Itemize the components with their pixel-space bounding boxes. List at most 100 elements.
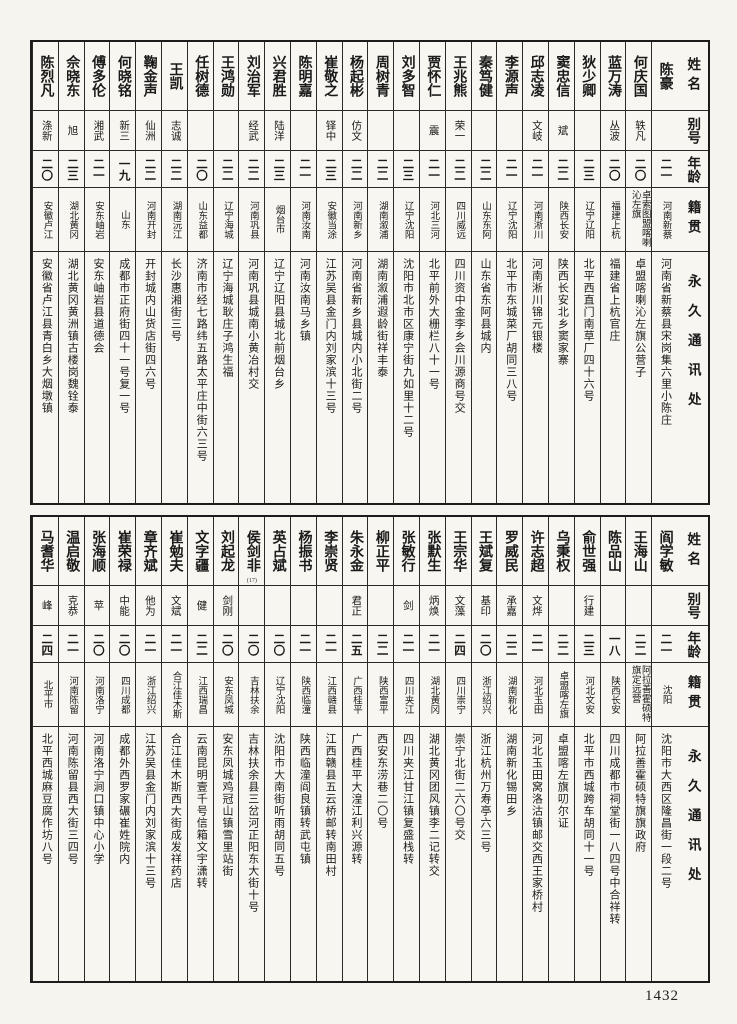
person-alias-text: 文斌 <box>169 595 181 616</box>
person-age: 一九 <box>110 150 136 187</box>
person-native-place: 安东岫岩 <box>84 187 110 251</box>
person-age-text: 二一 <box>427 157 440 181</box>
person-age: 二二 <box>445 150 471 187</box>
person-native-place-text: 卓盟喀左旗 <box>557 670 568 719</box>
person-name: 柳正平 <box>368 517 393 585</box>
person-age-text: 二二 <box>375 632 388 656</box>
person-alias: 仙洲 <box>136 110 162 150</box>
person-name-text: 佘晓东 <box>64 55 80 97</box>
person-address: 安东凤城鸡冠山镇雪里站街 <box>213 726 239 981</box>
person-column: 罗威民 承嘉 二二 湖南新化 湖南新化锡田乡 <box>496 517 523 981</box>
person-name-text: 马耆华 <box>38 530 54 572</box>
person-alias: 湘武 <box>84 110 110 150</box>
person-age: 二〇 <box>239 625 265 662</box>
person-native-place: 卓索图盟喀喇沁左旗 <box>626 187 652 251</box>
person-column: 崔敬之 铎中 二三 安徽当涂 江苏吴县金门内刘家滨十三号 <box>315 42 342 503</box>
person-name-text: 王斌复 <box>477 530 493 572</box>
person-alias-text: 仙洲 <box>143 120 155 141</box>
person-native-place: 河南新蔡 <box>652 187 677 251</box>
person-column: 邱志凌 文岐 二一 河南淅川 河南淅川锦元银楼 <box>522 42 549 503</box>
person-name-text: 张敏行 <box>399 530 415 572</box>
person-age-text: 二三 <box>581 632 594 656</box>
person-native-place: 四川崇宁 <box>445 662 471 726</box>
person-alias: 剑刚 <box>213 585 239 625</box>
person-alias <box>291 585 316 625</box>
person-address-text: 济南市经七路纬五路太平庄中街六三号 <box>195 258 208 462</box>
person-column: 陈明嘉 二一 河南汝南 河南汝南马乡镇 <box>290 42 316 503</box>
person-native-place-text: 四川崇宁 <box>454 675 465 714</box>
person-column: 何晓铭 新三 一九 山东 成都市正府街四十一号复一号 <box>109 42 136 503</box>
person-native-place-text: 河北文安 <box>583 675 594 714</box>
person-alias: 剑 <box>394 585 420 625</box>
person-age: 二二 <box>213 150 239 187</box>
person-alias: 君正 <box>342 585 368 625</box>
person-native-place-text: 浙江绍兴 <box>480 675 490 714</box>
person-native-place-text: 辽宁沈阳 <box>273 675 284 714</box>
person-column: 狄少卿 二三 辽宁辽阳 北平西直门南草厂四十六号 <box>573 42 600 503</box>
person-name: 陈明嘉 <box>291 42 316 110</box>
person-name-text: 崔敬之 <box>322 55 338 97</box>
person-address: 西安东涝巷二〇号 <box>368 726 394 981</box>
person-alias-text: 文藻 <box>453 595 465 616</box>
person-alias: 新三 <box>110 110 136 150</box>
person-address-text: 河南洛宁涧口镇中心小学 <box>92 733 104 865</box>
person-address: 河南陈留县西大街三四号 <box>58 726 84 981</box>
person-age-text: 二〇 <box>195 157 207 181</box>
person-alias-text: 君正 <box>350 595 362 616</box>
person-age: 二三 <box>265 150 291 187</box>
person-name: 张敏行 <box>394 517 419 585</box>
person-name: 许志超 <box>523 517 548 585</box>
person-age-text: 二一 <box>530 632 543 656</box>
person-address: 陕西临潼阎良镇转武屯镇 <box>291 726 316 981</box>
person-native-place: 陕西临潼 <box>291 662 316 726</box>
person-address-text: 湖北黄冈团风镇李二记转交 <box>427 733 440 877</box>
person-name-text: 杨振书 <box>296 530 312 572</box>
person-column: 佘晓东旭二三 湖北黄冈 湖北黄冈黄洲镇古楼岗魏铨泰 <box>57 42 84 503</box>
person-alias-text: 湘武 <box>92 120 104 141</box>
person-age: 二一 <box>136 625 162 662</box>
person-address: 湖南新化锡田乡 <box>497 726 523 981</box>
person-age: 二二 <box>368 150 394 187</box>
person-age-text: 二二 <box>246 157 259 181</box>
person-alias-text: 志诚 <box>169 120 181 141</box>
person-name: 贾怀仁 <box>420 42 445 110</box>
person-name-text: 刘起龙 <box>219 530 235 572</box>
person-alias <box>574 110 600 150</box>
person-column: 蓝万涛 丛波 二〇 福建上杭 福建省上杭官庄 <box>599 42 626 503</box>
person-age: 一八 <box>600 625 626 662</box>
person-age: 二〇 <box>84 625 110 662</box>
person-native-place-text: 湖南新化 <box>505 675 516 714</box>
person-name-text: 文字疆 <box>193 530 209 572</box>
person-native-place-text: 山东东阿 <box>480 200 490 239</box>
person-alias-text: 陆洋 <box>272 120 284 141</box>
person-alias-text: 基印 <box>479 595 491 616</box>
person-native-place-text: 辽宁海城 <box>222 200 233 239</box>
person-name-text: 陈明嘉 <box>296 55 312 97</box>
person-address-text: 安徽省卢江县青白乡大烟墩镇 <box>40 258 53 414</box>
person-native-place: 陕西长安 <box>549 187 574 251</box>
person-column: 鞠金声 仙洲 二二 河南开封 开封城内山货店街四六号 <box>135 42 162 503</box>
person-native-place-text: 合江佳木斯 <box>170 670 181 719</box>
person-native-place: 陕西长安 <box>600 662 626 726</box>
person-age-text: 二五 <box>349 632 362 656</box>
person-address: 辽宁辽阳县城北前烟台乡 <box>265 251 291 503</box>
person-alias-text: 仿文 <box>350 120 362 141</box>
person-age: 二一 <box>523 150 549 187</box>
person-address-text: 河南陈留县西大街三四号 <box>66 733 79 865</box>
person-native-place-text: 陕西富平 <box>376 675 387 714</box>
person-address: 广西桂平大湟江利兴源转 <box>342 726 368 981</box>
person-native-place: 辽宁沈阳 <box>497 187 523 251</box>
person-age: 二二 <box>497 625 523 662</box>
person-name-text: 何晓铭 <box>115 55 131 97</box>
person-address: 北平西直门南草厂四十六号 <box>574 251 600 503</box>
person-alias-text: 峰 <box>40 600 52 611</box>
person-alias: 经武 <box>239 110 265 150</box>
person-address: 河南省新蔡县宋岗集六里小陈庄 <box>652 251 677 503</box>
person-native-place: 卓盟喀左旗 <box>549 662 574 726</box>
person-native-place-text: 河北玉田 <box>531 675 542 714</box>
person-name-text: 周树青 <box>373 55 389 97</box>
person-column: 王兆熊 荣一 二二 四川威远 四川资中金李乡会川源商号交 <box>444 42 471 503</box>
person-column: 陈豪 二一 河南新蔡 河南省新蔡县宋岗集六里小陈庄 <box>651 42 677 503</box>
person-address-text: 湖南溆浦遐龄街祥丰泰 <box>375 258 388 378</box>
person-address: 沈阳市北市区康宁街九如里十二号 <box>394 251 420 503</box>
